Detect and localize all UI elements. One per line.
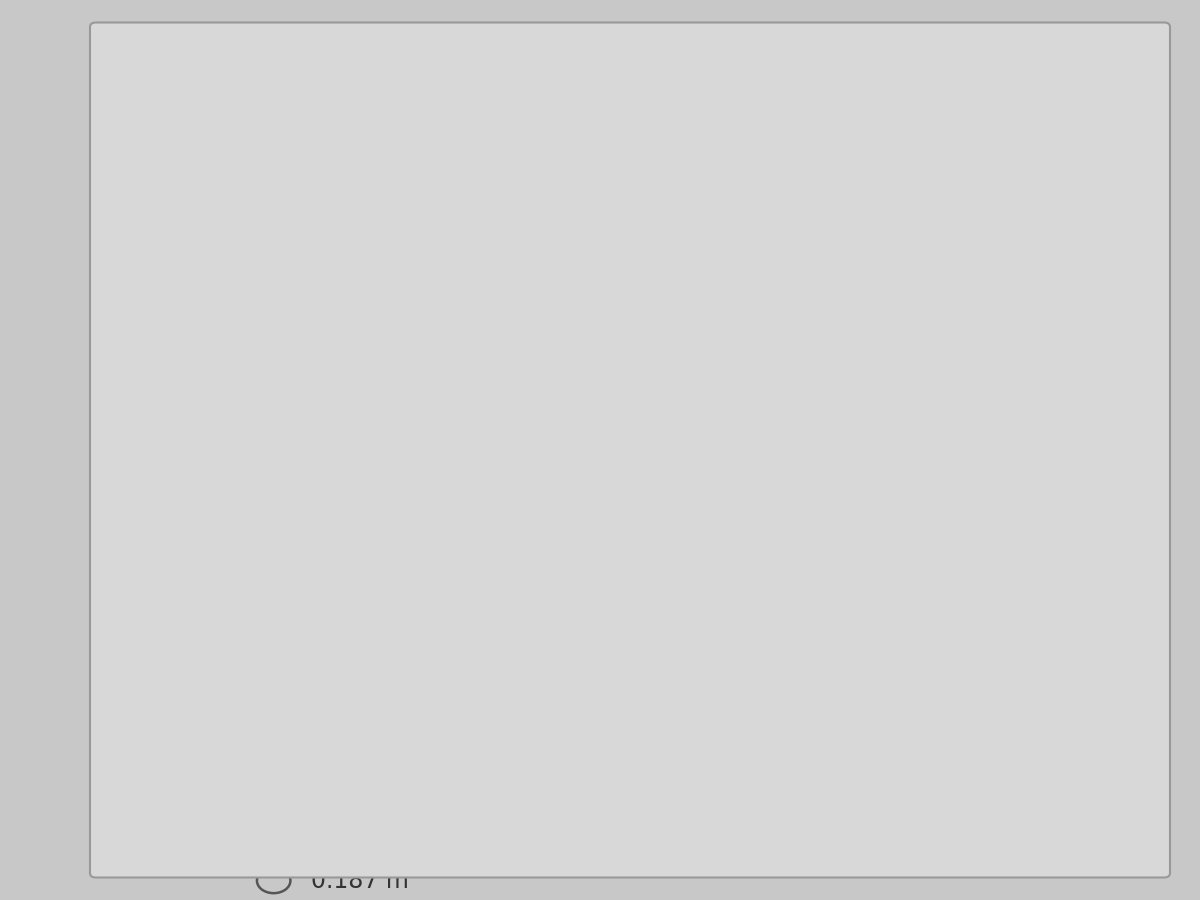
- Text: x: x: [580, 243, 594, 267]
- Text: = 40.0 cm, respectively. Where must a third charge,: = 40.0 cm, respectively. Where must a th…: [271, 347, 923, 371]
- Text: placed along the: placed along the: [257, 243, 468, 267]
- Text: 2.99 m: 2.99 m: [311, 789, 394, 813]
- Text: -axis at: -axis at: [482, 243, 580, 267]
- Text: A +7.00 μC point charge and -9.00 μC point charge are: A +7.00 μC point charge and -9.00 μC poi…: [257, 191, 930, 215]
- Text: = 0.000 cm and: = 0.000 cm and: [594, 243, 798, 267]
- Text: x: x: [468, 243, 482, 267]
- Text: -0.187 m: -0.187 m: [311, 550, 418, 574]
- Text: -2.99 m: -2.99 m: [311, 709, 402, 734]
- Text: be placed along the: be placed along the: [257, 399, 506, 423]
- Text: x: x: [506, 399, 521, 423]
- Text: q,: q,: [923, 347, 947, 371]
- Text: 0.187 m: 0.187 m: [311, 868, 409, 893]
- Text: x: x: [257, 347, 271, 371]
- Text: -axis so that it does not experience: -axis so that it does not experience: [521, 399, 950, 423]
- Text: none of the given choices: none of the given choices: [311, 630, 616, 653]
- Text: any net electric force due to the other two charges?: any net electric force due to the other …: [257, 451, 890, 475]
